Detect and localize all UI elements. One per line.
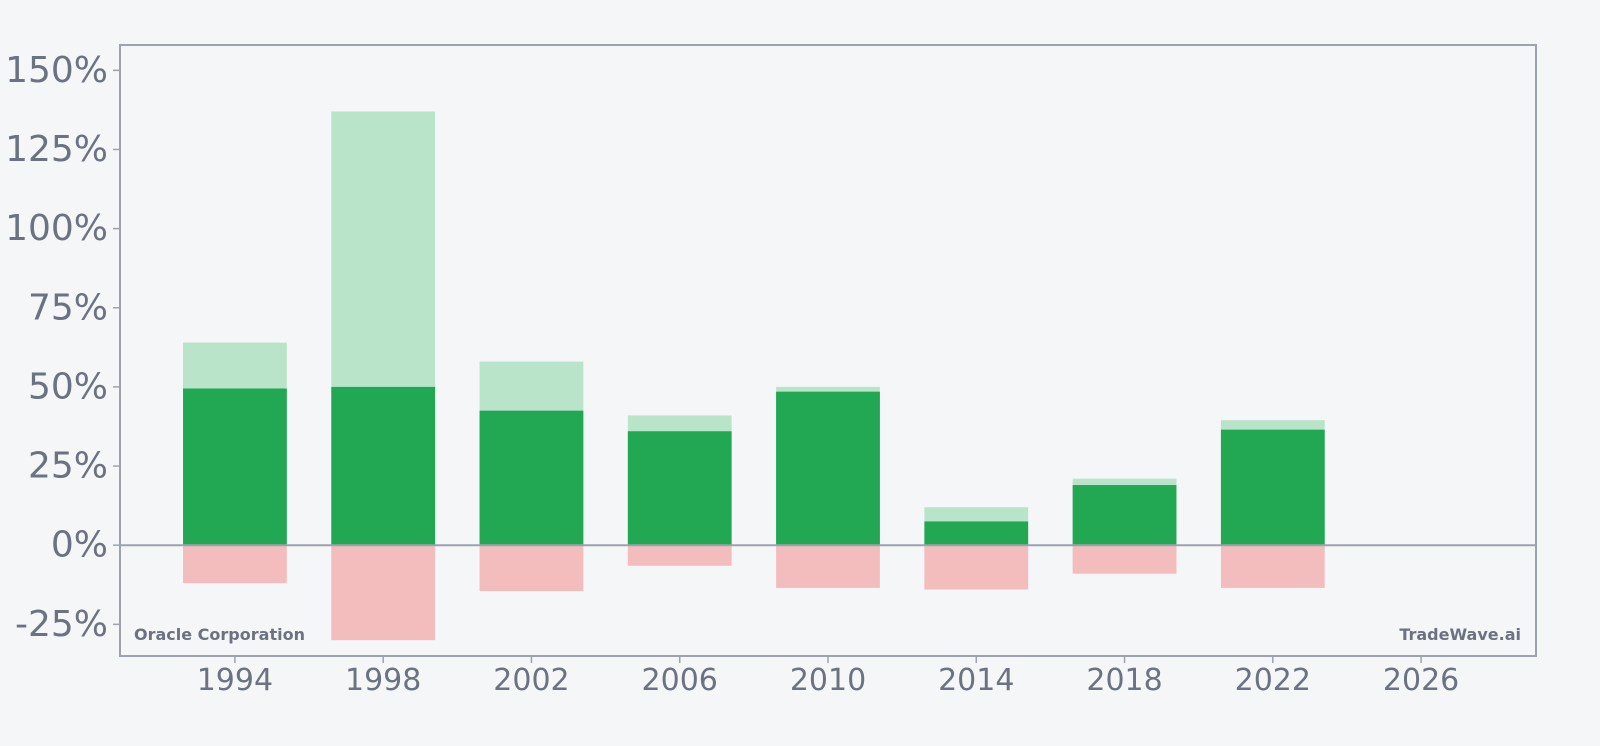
max-loss-bar — [479, 545, 584, 592]
y-tick-label: -25% — [15, 604, 108, 645]
y-axis: -25% 0% 25% 50% 75% 100% 125% 150% — [5, 50, 120, 645]
company-label: Oracle Corporation — [134, 625, 305, 644]
y-tick-label: 150% — [5, 50, 108, 91]
gain-bar — [331, 386, 436, 546]
max-loss-bar — [627, 545, 732, 566]
x-tick-label: 2010 — [790, 663, 866, 698]
brand-label: TradeWave.ai — [1399, 625, 1521, 644]
x-tick-label: 2026 — [1383, 663, 1459, 698]
gain-bar — [479, 410, 584, 546]
x-tick-label: 1994 — [197, 663, 273, 698]
max-loss-bar — [183, 545, 287, 584]
max-loss-bar — [1220, 545, 1325, 588]
gain-bar — [183, 388, 287, 546]
x-axis: 1994 1998 2002 2006 2010 2014 2018 2022 2026 — [197, 656, 1459, 698]
x-tick-label: 2022 — [1235, 663, 1311, 698]
gain-bar — [627, 431, 732, 546]
x-tick-label: 2014 — [938, 663, 1014, 698]
max-loss-bar — [776, 545, 880, 588]
x-tick-label: 2006 — [642, 663, 718, 698]
y-tick-label: 0% — [51, 525, 108, 566]
y-tick-label: 50% — [28, 366, 108, 407]
y-tick-label: 100% — [5, 208, 108, 249]
gain-bar — [1220, 429, 1325, 546]
x-tick-label: 2018 — [1086, 663, 1162, 698]
y-tick-label: 75% — [28, 287, 108, 328]
bars-layer — [183, 111, 1325, 641]
max-loss-bar — [924, 545, 1029, 590]
y-tick-label: 25% — [28, 446, 108, 487]
gain-bar — [924, 521, 1029, 546]
max-loss-bar — [331, 545, 436, 641]
x-tick-label: 1998 — [345, 663, 421, 698]
y-tick-label: 125% — [5, 129, 108, 170]
gain-bar — [1072, 485, 1177, 546]
x-tick-label: 2002 — [493, 663, 569, 698]
max-loss-bar — [1072, 545, 1177, 574]
gain-bar — [776, 391, 880, 546]
